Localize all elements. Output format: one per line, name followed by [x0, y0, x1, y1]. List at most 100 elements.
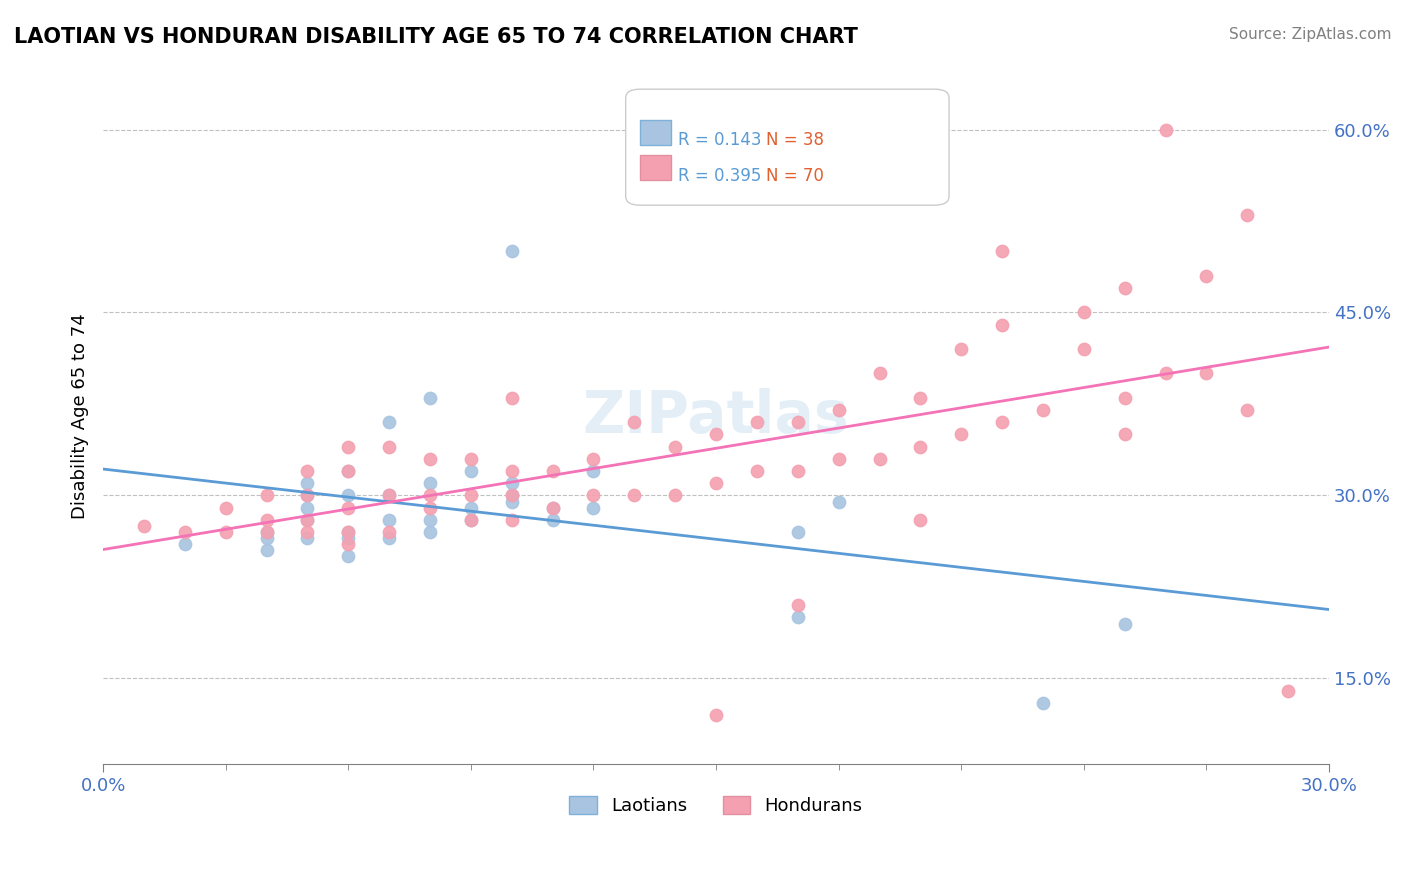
- Point: [1236, 403, 1258, 417]
- Point: [173, 524, 195, 539]
- Text: N = 38: N = 38: [766, 131, 824, 149]
- Point: [950, 342, 973, 356]
- Point: [378, 488, 401, 502]
- Text: R = 0.143: R = 0.143: [678, 131, 761, 149]
- Point: [501, 476, 523, 491]
- Point: [173, 537, 195, 551]
- Point: [827, 494, 849, 508]
- Point: [1154, 122, 1177, 136]
- Point: [582, 488, 605, 502]
- Point: [256, 543, 278, 558]
- Point: [950, 427, 973, 442]
- Point: [297, 476, 319, 491]
- Point: [297, 524, 319, 539]
- Point: [501, 488, 523, 502]
- Point: [501, 244, 523, 259]
- Point: [501, 488, 523, 502]
- Point: [337, 488, 360, 502]
- Point: [460, 488, 482, 502]
- Point: [541, 513, 564, 527]
- Point: [256, 488, 278, 502]
- Point: [419, 451, 441, 466]
- Point: [460, 513, 482, 527]
- Point: [786, 464, 808, 478]
- Point: [1236, 208, 1258, 222]
- Point: [297, 531, 319, 545]
- Point: [1154, 367, 1177, 381]
- Point: [664, 488, 686, 502]
- Point: [704, 708, 727, 723]
- Point: [297, 488, 319, 502]
- Point: [501, 464, 523, 478]
- Point: [582, 500, 605, 515]
- Point: [378, 415, 401, 429]
- Point: [215, 500, 238, 515]
- Point: [419, 391, 441, 405]
- Point: [337, 524, 360, 539]
- Point: [541, 500, 564, 515]
- Point: [1073, 342, 1095, 356]
- Point: [419, 476, 441, 491]
- Point: [623, 488, 645, 502]
- Point: [786, 610, 808, 624]
- Text: R = 0.395: R = 0.395: [678, 167, 761, 185]
- Point: [297, 464, 319, 478]
- Point: [297, 500, 319, 515]
- Point: [501, 494, 523, 508]
- Point: [1032, 696, 1054, 710]
- Text: ZIPatlas: ZIPatlas: [582, 388, 849, 445]
- Y-axis label: Disability Age 65 to 74: Disability Age 65 to 74: [72, 313, 89, 519]
- Point: [132, 519, 155, 533]
- Point: [215, 524, 238, 539]
- Point: [297, 488, 319, 502]
- Point: [256, 513, 278, 527]
- Point: [460, 464, 482, 478]
- Point: [1277, 683, 1299, 698]
- Point: [419, 524, 441, 539]
- Point: [419, 500, 441, 515]
- Point: [460, 500, 482, 515]
- Point: [786, 524, 808, 539]
- Point: [337, 549, 360, 564]
- Legend: Laotians, Hondurans: Laotians, Hondurans: [561, 787, 872, 824]
- Point: [910, 513, 932, 527]
- Point: [704, 476, 727, 491]
- Point: [378, 513, 401, 527]
- Point: [827, 451, 849, 466]
- Point: [991, 318, 1014, 332]
- Point: [869, 451, 891, 466]
- Point: [991, 244, 1014, 259]
- Point: [827, 403, 849, 417]
- Point: [664, 440, 686, 454]
- Point: [460, 513, 482, 527]
- Point: [623, 415, 645, 429]
- Point: [337, 464, 360, 478]
- Point: [419, 513, 441, 527]
- Point: [541, 500, 564, 515]
- Point: [704, 427, 727, 442]
- Point: [378, 488, 401, 502]
- Point: [582, 451, 605, 466]
- Point: [337, 500, 360, 515]
- Point: [1114, 391, 1136, 405]
- Text: LAOTIAN VS HONDURAN DISABILITY AGE 65 TO 74 CORRELATION CHART: LAOTIAN VS HONDURAN DISABILITY AGE 65 TO…: [14, 27, 858, 46]
- Point: [337, 531, 360, 545]
- Point: [337, 464, 360, 478]
- Point: [541, 464, 564, 478]
- Point: [378, 440, 401, 454]
- Point: [256, 531, 278, 545]
- Point: [1032, 403, 1054, 417]
- Point: [256, 524, 278, 539]
- Point: [1114, 616, 1136, 631]
- Point: [337, 537, 360, 551]
- Point: [419, 488, 441, 502]
- Point: [501, 513, 523, 527]
- Point: [337, 524, 360, 539]
- Point: [337, 440, 360, 454]
- Point: [297, 513, 319, 527]
- Point: [297, 513, 319, 527]
- Point: [378, 524, 401, 539]
- Point: [910, 391, 932, 405]
- Point: [786, 599, 808, 613]
- Text: Source: ZipAtlas.com: Source: ZipAtlas.com: [1229, 27, 1392, 42]
